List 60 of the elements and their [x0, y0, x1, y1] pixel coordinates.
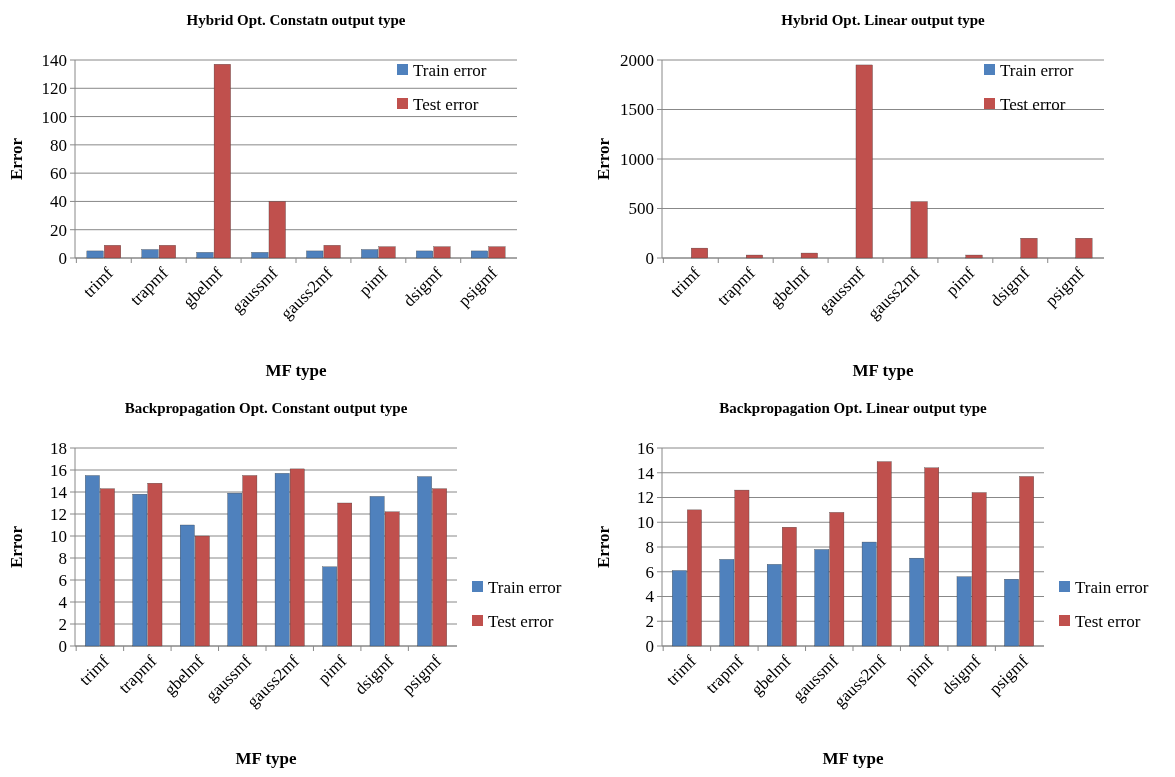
bar [746, 254, 763, 259]
legend-label: Train error [1075, 577, 1149, 597]
y-tick-label: 14 [50, 482, 68, 502]
y-tick-label: 2000 [620, 50, 654, 70]
y-tick-label: 140 [41, 50, 67, 70]
bar [1075, 238, 1093, 259]
legend-label: Test error [488, 611, 554, 631]
y-tick-label: 2 [58, 614, 67, 634]
y-tick-label: 120 [41, 79, 67, 99]
bar [1020, 238, 1038, 259]
y-axis-title: Error [7, 525, 26, 569]
x-axis-title: MF type [265, 361, 328, 380]
legend-label: Test error [1075, 611, 1141, 631]
chart-title: Backpropagation Opt. Constant output type [124, 400, 408, 416]
x-axis-title: MF type [822, 749, 885, 768]
y-tick-label: 2 [645, 612, 654, 632]
chart-title: Backpropagation Opt. Linear output type [719, 400, 988, 416]
legend-label: Train error [488, 577, 562, 597]
legend-label: Test error [1000, 94, 1066, 114]
bar [855, 64, 873, 259]
y-tick-label: 0 [645, 636, 654, 656]
y-tick-label: 0 [58, 636, 67, 656]
y-tick-label: 16 [50, 460, 67, 480]
chart-title: Hybrid Opt. Linear output type [781, 12, 986, 28]
legend-label: Test error [413, 94, 479, 114]
y-tick-label: 10 [50, 526, 67, 546]
y-tick-label: 80 [50, 135, 67, 155]
legend-label: Train error [1000, 60, 1074, 80]
y-tick-label: 20 [50, 220, 67, 240]
y-axis-title: Error [594, 525, 613, 569]
chart-title: Hybrid Opt. Constatn output type [186, 12, 406, 28]
y-tick-label: 40 [50, 192, 67, 212]
y-tick-label: 6 [645, 562, 654, 582]
bar [800, 252, 818, 259]
y-tick-label: 60 [50, 164, 67, 184]
x-axis-title: MF type [235, 749, 298, 768]
y-axis-title: Error [7, 137, 26, 181]
legend-label: Train error [413, 60, 487, 80]
y-tick-label: 0 [58, 248, 67, 268]
x-axis-title: MF type [852, 361, 915, 380]
y-tick-label: 8 [58, 548, 67, 568]
y-tick-label: 1500 [620, 100, 654, 120]
y-tick-label: 4 [58, 592, 68, 612]
y-tick-label: 6 [58, 570, 67, 590]
y-tick-label: 14 [637, 463, 655, 483]
bar [691, 247, 708, 259]
y-tick-label: 0 [645, 248, 654, 268]
y-tick-label: 1000 [620, 149, 654, 169]
y-tick-label: 12 [50, 504, 67, 524]
bar [965, 254, 983, 259]
y-tick-label: 500 [628, 199, 654, 219]
y-tick-label: 8 [645, 537, 654, 557]
y-tick-label: 10 [637, 513, 654, 533]
y-tick-label: 12 [637, 488, 654, 508]
y-tick-label: 100 [41, 107, 67, 127]
bar [910, 201, 928, 259]
y-tick-label: 4 [645, 587, 655, 607]
y-axis-title: Error [594, 137, 613, 181]
y-tick-label: 18 [50, 438, 67, 458]
y-tick-label: 16 [637, 438, 654, 458]
